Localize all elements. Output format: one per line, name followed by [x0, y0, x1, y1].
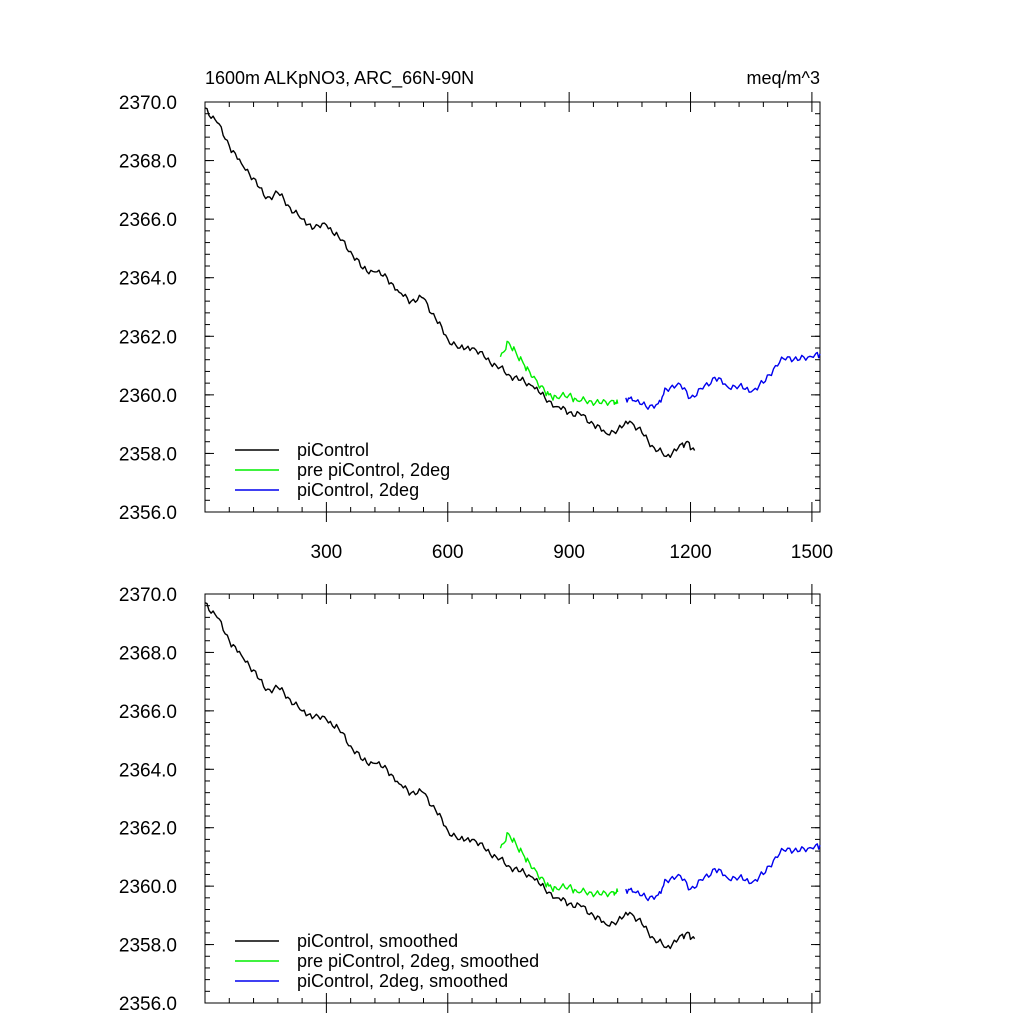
- x-tick-label: 600: [432, 542, 464, 563]
- plot-frame: [204, 101, 821, 513]
- y-tick-label: 2358.0: [119, 444, 177, 465]
- y-tick-label: 2364.0: [119, 760, 177, 781]
- legend-label: piControl, 2deg, smoothed: [297, 971, 508, 991]
- series-line-picontrol-2deg-smoothed: [625, 843, 821, 902]
- legend-label: piControl, 2deg: [297, 480, 419, 500]
- legend-label: pre piControl, 2deg: [297, 460, 450, 480]
- y-tick-label: 2360.0: [119, 386, 177, 407]
- y-tick-label: 2368.0: [119, 152, 177, 173]
- legend-label: piControl, smoothed: [297, 931, 458, 951]
- series-line-pre-picontrol-2deg-smoothed: [499, 832, 619, 898]
- y-tick-label: 2362.0: [119, 819, 177, 840]
- x-tick-label: 900: [553, 542, 585, 563]
- y-tick-label: 2370.0: [119, 585, 177, 606]
- legend-label: pre piControl, 2deg, smoothed: [297, 951, 539, 971]
- y-tick-label: 2362.0: [119, 327, 177, 348]
- series-line-picontrol-2deg: [625, 351, 821, 410]
- y-tick-label: 2368.0: [119, 643, 177, 664]
- top-panel: 2356.0 2358.0 2360.0 2362.0 2364.0 2366.0 2368…: [119, 68, 833, 563]
- chart-title: 1600m ALKpNO3, ARC_66N-90N: [205, 68, 474, 89]
- y-tick-label: 2366.0: [119, 702, 177, 723]
- units-label: meq/m^3: [747, 68, 820, 88]
- bottom-panel: 2356.0 2358.0 2360.0 2362.0 2364.0 2366.0 2368…: [119, 584, 821, 1015]
- series-line-pre-picontrol-2deg: [499, 340, 619, 406]
- series-line-picontrol: [204, 107, 696, 458]
- y-tick-label: 2360.0: [119, 877, 177, 898]
- x-tick-label: 1500: [791, 542, 833, 563]
- x-tick-label: 300: [311, 542, 343, 563]
- y-tick-label: 2366.0: [119, 210, 177, 231]
- y-tick-label: 2358.0: [119, 936, 177, 957]
- y-tick-label: 2370.0: [119, 93, 177, 114]
- series-line-picontrol-smoothed: [204, 602, 696, 950]
- y-tick-label: 2356.0: [119, 994, 177, 1015]
- legend-label: piControl: [297, 440, 369, 460]
- y-tick-label: 2364.0: [119, 269, 177, 290]
- x-tick-label: 1200: [669, 542, 711, 563]
- y-tick-label: 2356.0: [119, 503, 177, 524]
- plot-frame: [204, 593, 821, 1004]
